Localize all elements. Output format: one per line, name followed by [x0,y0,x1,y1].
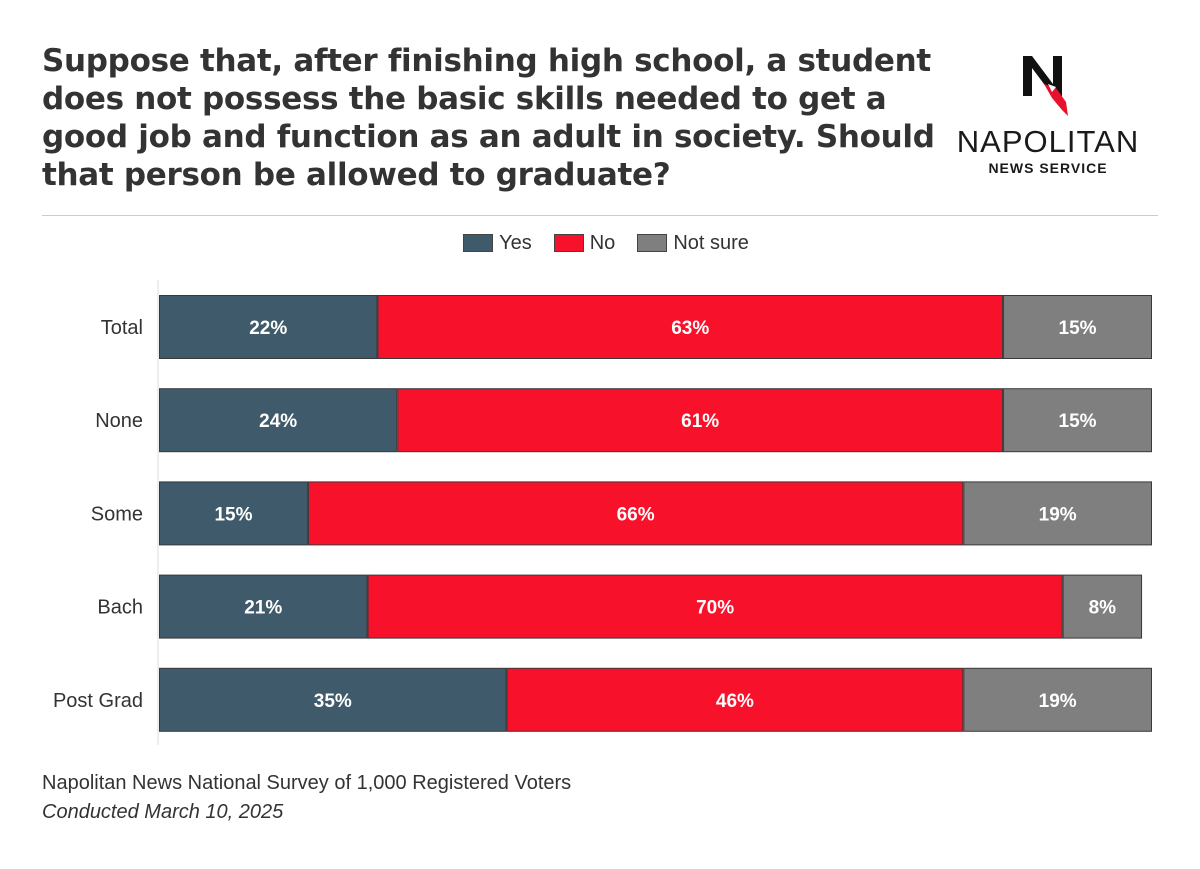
bar-not-sure-none [1003,388,1152,453]
data-label: 35% [314,691,352,712]
category-label: Total [101,317,143,339]
source-note: Napolitan News National Survey of 1,000 … [42,772,572,794]
legend-label: No [589,231,616,254]
data-label: 15% [214,504,252,525]
data-label: 70% [696,598,734,619]
chart-legend: Yes No Not sure [0,230,1200,256]
title-divider [42,215,1158,216]
stacked-bar-chart: Total 22% 63% 15% None 24% 61% 15% Some 15% 66% 19%… [53,280,1153,745]
legend-swatch-yes [463,234,494,252]
data-label: 46% [716,691,754,712]
category-label: Some [91,503,143,525]
legend-item-no: No [553,231,616,255]
legend-item-yes: Yes [463,232,532,255]
category-label: Post Grad [53,690,143,712]
data-label: 15% [1059,411,1097,432]
data-label: 63% [671,318,709,339]
bar-not-sure-total [1003,295,1152,359]
data-label: 24% [259,411,297,432]
bar-not-sure-bach [1062,574,1143,639]
bar-no-total [377,295,1004,359]
legend-item-not-sure: Not sure [637,232,749,255]
bar-not-sure-post-grad [963,667,1153,732]
chart-title: Suppose that, after finishing high schoo… [42,43,935,193]
data-label: 8% [1089,598,1117,619]
napolitan-logo: NAPOLITAN NEWS SERVICE [948,52,1148,180]
logo-subtitle: NEWS SERVICE [988,160,1108,176]
bar-yes-none [159,388,398,453]
data-label: 19% [1039,504,1077,525]
data-label: 15% [1059,318,1097,339]
data-label: 61% [681,411,719,432]
napolitan-n-eagle-icon [1023,56,1068,116]
data-label: 21% [244,598,282,619]
data-label: 19% [1039,691,1077,712]
bar-no-some [307,481,964,546]
bar-yes-post-grad [159,667,507,732]
legend-label: Yes [499,231,532,254]
survey-date: Conducted March 10, 2025 [42,801,284,823]
legend-swatch-not-sure [637,234,668,252]
category-label: Bach [97,597,143,619]
bar-no-none [397,388,1004,453]
logo-name: NAPOLITAN [956,124,1140,159]
bar-no-post-grad [506,667,964,732]
bar-yes-bach [159,574,368,639]
legend-label: Not sure [673,231,749,254]
bar-not-sure-some [963,481,1153,546]
bar-yes-some [159,481,308,546]
legend-swatch-no [553,234,584,252]
category-label: None [95,410,143,432]
bar-no-bach [367,574,1063,639]
data-label: 66% [617,504,655,525]
bar-yes-total [159,295,378,359]
data-label: 22% [249,318,287,339]
